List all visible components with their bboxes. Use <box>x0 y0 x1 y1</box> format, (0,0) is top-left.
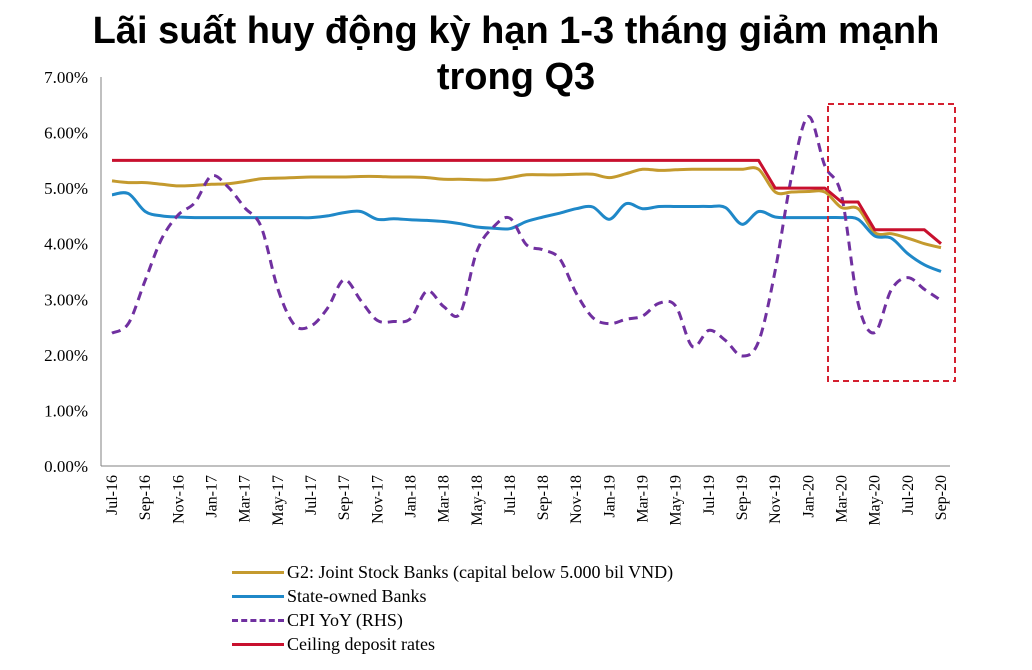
x-tick-label: Sep-17 <box>336 475 353 520</box>
legend-label: CPI YoY (RHS) <box>287 609 403 630</box>
x-tick-label: Jul-16 <box>104 475 121 515</box>
y-tick-label: 0.00% <box>44 457 88 476</box>
x-axis: Jul-16 Sep-16 Nov-16 Jan-17 Mar-17 May-17 Jul-… <box>101 465 950 526</box>
x-tick-label: May-17 <box>270 475 287 526</box>
highlight-box <box>827 103 956 382</box>
x-tick-label: Mar-18 <box>436 475 453 523</box>
legend-swatch-icon <box>232 570 284 574</box>
x-tick-label: Nov-18 <box>568 475 585 524</box>
x-tick-label: Jul-20 <box>900 475 917 515</box>
chart-title-line2: trong Q3 <box>436 56 596 98</box>
x-tick-label: Nov-16 <box>170 475 187 524</box>
x-tick-label: Sep-16 <box>137 475 154 520</box>
legend-item-cpi: CPI YoY (RHS) <box>232 608 673 632</box>
x-tick-label: Jan-19 <box>601 475 618 518</box>
y-tick-label: 1.00% <box>44 401 88 420</box>
legend-label: State-owned Banks <box>287 585 427 606</box>
y-tick-label: 4.00% <box>44 235 88 254</box>
legend-swatch-icon <box>232 642 284 646</box>
legend-swatch-icon <box>232 618 284 622</box>
x-tick-label: May-18 <box>469 475 486 526</box>
legend-label: G2: Joint Stock Banks (capital below 5.0… <box>287 561 674 582</box>
legend-label: Ceiling deposit rates <box>287 633 435 654</box>
y-tick-label: 3.00% <box>44 290 88 309</box>
x-tick-label: Jul-19 <box>701 475 718 515</box>
x-tick-label: Mar-20 <box>834 475 851 523</box>
x-tick-label: Mar-17 <box>237 475 254 523</box>
x-tick-label: May-19 <box>668 475 685 526</box>
x-tick-label: Nov-17 <box>369 475 386 524</box>
x-tick-label: Nov-19 <box>767 475 784 524</box>
plot-area <box>111 114 942 358</box>
chart-title-line1: Lãi suất huy động kỳ hạn 1-3 tháng giảm … <box>92 10 940 52</box>
x-tick-label: Jan-20 <box>800 475 817 518</box>
y-tick-label: 2.00% <box>44 346 88 365</box>
x-tick-label: Jul-18 <box>502 475 519 515</box>
x-tick-label: Jan-17 <box>203 475 220 518</box>
series-line-g2 <box>111 166 942 250</box>
y-tick-label: 7.00% <box>44 68 88 87</box>
series-line-cpi <box>111 114 942 358</box>
x-tick-label: Jul-17 <box>303 475 320 515</box>
x-tick-label: Jan-18 <box>402 475 419 518</box>
x-tick-label: Sep-19 <box>734 475 751 520</box>
legend-swatch-icon <box>232 594 284 598</box>
series-line-ceiling <box>112 158 942 245</box>
legend-item-state: State-owned Banks <box>232 584 673 608</box>
x-tick-label: May-20 <box>867 475 884 526</box>
x-tick-label: Mar-19 <box>635 475 652 523</box>
legend: G2: Joint Stock Banks (capital below 5.0… <box>232 560 673 656</box>
y-tick-label: 5.00% <box>44 179 88 198</box>
series-line-state <box>111 191 942 273</box>
legend-item-ceiling: Ceiling deposit rates <box>232 632 673 656</box>
y-tick-label: 6.00% <box>44 124 88 143</box>
chart-title: Lãi suất huy động kỳ hạn 1-3 tháng giảm … <box>0 8 1032 100</box>
x-tick-label: Sep-20 <box>933 475 950 520</box>
y-axis: 0.00% 1.00% 2.00% 3.00% 4.00% 5.00% 6.00% 7.00% <box>44 68 102 476</box>
x-tick-label: Sep-18 <box>535 475 552 520</box>
legend-item-g2: G2: Joint Stock Banks (capital below 5.0… <box>232 560 673 584</box>
